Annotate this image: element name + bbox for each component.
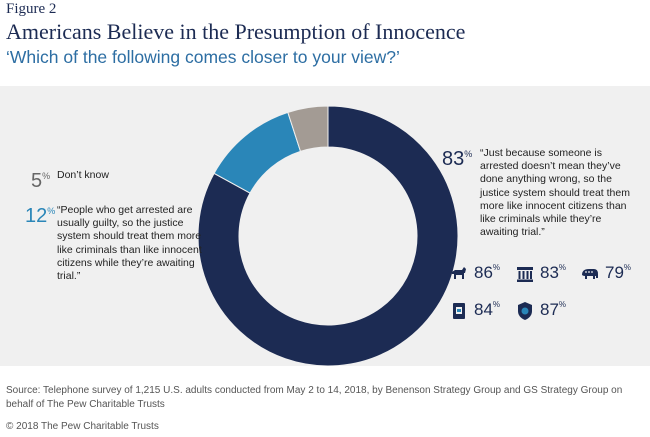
chart-subtitle: ‘Which of the following comes closer to … (6, 47, 400, 67)
elephant-icon (582, 269, 598, 279)
chart-title: Americans Believe in the Presumption of … (6, 19, 466, 44)
crime-victims-percent: 84% (474, 300, 501, 319)
guilty-percent: 12% (25, 205, 56, 227)
chart-panel: 5% Don’t know 12% “People who get arrest… (0, 86, 650, 366)
group-crime-victims: 84% (449, 301, 500, 321)
donut-chart (197, 105, 459, 366)
donkey-icon (452, 267, 466, 279)
innocent-percent: 83% (442, 148, 473, 170)
victim-icon (453, 303, 465, 319)
slice-guilty (213, 111, 302, 194)
slice-innocent (197, 105, 459, 366)
capitol-icon (517, 267, 533, 282)
group-republicans: 79% (580, 264, 631, 284)
group-law-enforcement: 87% (515, 301, 566, 321)
dont-know-percent: 5% (31, 170, 51, 192)
guilty-label: “People who get arrested are usually gui… (57, 204, 202, 283)
independents-percent: 83% (540, 263, 567, 282)
innocent-label: “Just because someone is arrested doesn’… (480, 147, 630, 239)
group-democrats: 86% (449, 264, 500, 284)
democrats-percent: 86% (474, 263, 501, 282)
police-badge-icon (518, 302, 532, 320)
source-note: Source: Telephone survey of 1,215 U.S. a… (6, 385, 623, 410)
law-enforcement-percent: 87% (540, 300, 567, 319)
copyright-note: © 2018 The Pew Charitable Trusts (6, 421, 159, 432)
figure-label: Figure 2 (6, 1, 57, 17)
group-independents: 83% (515, 264, 566, 284)
dont-know-label: Don’t know (57, 169, 109, 181)
republicans-percent: 79% (605, 263, 632, 282)
slice-dont-know (287, 105, 329, 152)
